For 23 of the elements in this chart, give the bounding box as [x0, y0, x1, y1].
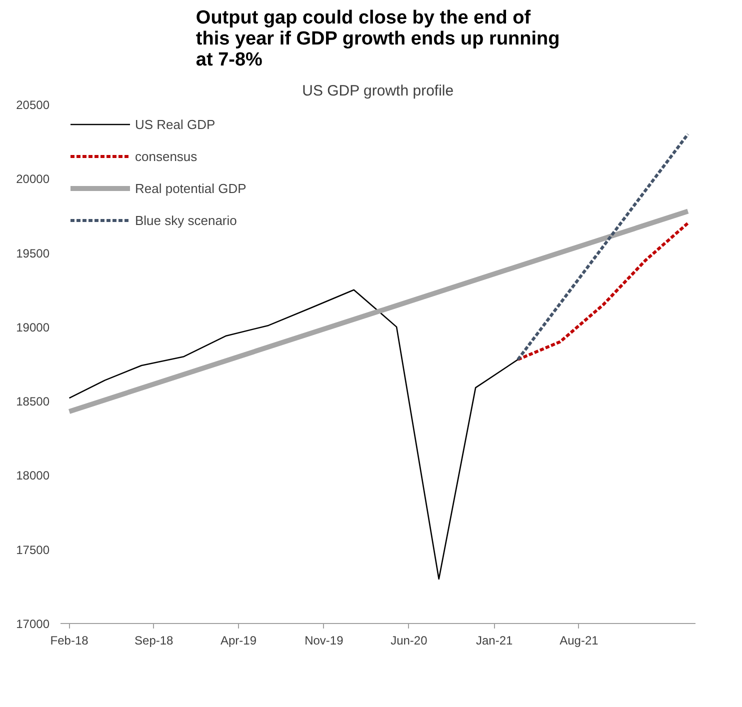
legend-label: consensus [135, 148, 198, 164]
x-tick-label: Nov-19 [304, 634, 344, 648]
y-tick-label: 20500 [16, 98, 50, 112]
y-tick-label: 18000 [16, 468, 50, 483]
y-tick-label: 19000 [16, 320, 50, 334]
x-tick-label: Sep-18 [134, 634, 174, 648]
y-tick-label: 20000 [16, 172, 50, 186]
x-tick-label: Apr-19 [220, 634, 257, 648]
x-tick-label: Aug-21 [560, 634, 599, 648]
legend-label: US Real GDP [135, 116, 216, 132]
y-tick-label: 17500 [16, 542, 50, 557]
legend-label: Real potential GDP [135, 180, 246, 196]
legend-label: Blue sky scenario [135, 212, 237, 228]
chart-subtitle: US GDP growth profile [302, 82, 454, 100]
x-tick-label: Jan-21 [476, 634, 514, 648]
y-tick-label: 17000 [16, 617, 50, 631]
chart-title: Output gap could close by the end of this year if GDP growth ends up running at 7-8% [196, 8, 560, 70]
x-tick-label: Feb-18 [50, 634, 89, 648]
line-series [68, 289, 519, 580]
y-tick-label: 19500 [16, 246, 50, 260]
line-series [516, 222, 690, 362]
x-tick-label: Jun-20 [390, 634, 428, 648]
y-tick-label: 18500 [16, 394, 50, 409]
